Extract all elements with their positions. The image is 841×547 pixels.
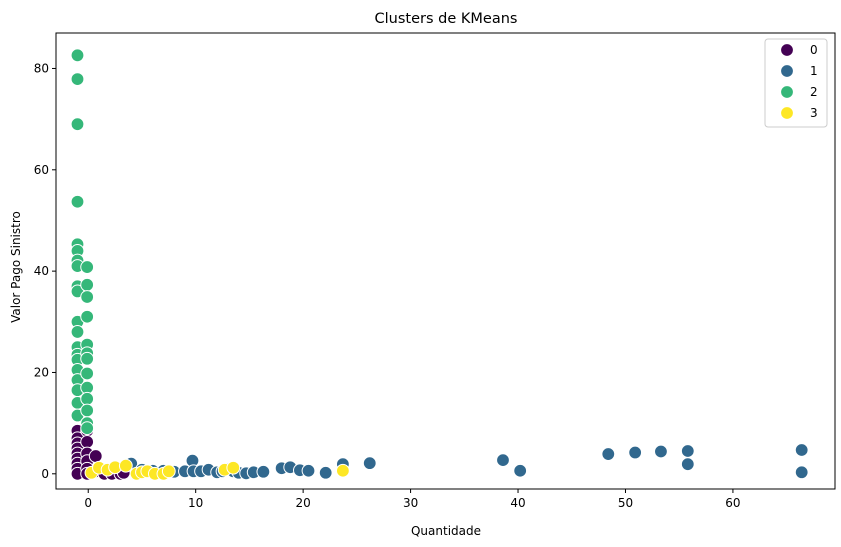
data-point (654, 444, 668, 459)
data-point (80, 277, 95, 292)
data-point (161, 464, 176, 479)
x-tick-label: 40 (510, 496, 525, 510)
data-point (680, 444, 695, 458)
legend-label: 0 (810, 43, 818, 57)
data-point (70, 72, 85, 87)
y-axis-label: Valor Pago Sinistro (9, 211, 23, 323)
y-tick-label: 20 (34, 365, 49, 379)
data-point (226, 460, 241, 475)
x-tick-label: 60 (725, 496, 740, 510)
x-tick-label: 50 (618, 496, 633, 510)
data-point (318, 465, 333, 480)
data-point (80, 260, 95, 274)
legend-marker (780, 85, 794, 99)
data-point (70, 194, 85, 209)
data-point (80, 403, 95, 418)
data-point (80, 421, 95, 436)
data-point (794, 465, 809, 480)
data-point (362, 456, 377, 471)
data-point (70, 325, 85, 339)
legend-marker (780, 106, 794, 120)
y-tick-label: 80 (34, 61, 49, 75)
data-point (680, 457, 695, 472)
series-3 (84, 458, 350, 481)
data-point (301, 463, 316, 478)
data-point (80, 351, 95, 366)
y-tick-label: 60 (34, 163, 49, 177)
data-point (256, 464, 271, 479)
data-point (794, 443, 809, 457)
chart-title: Clusters de KMeans (375, 11, 518, 27)
legend: 0 1 2 3 (764, 38, 828, 128)
x-axis-label: Quantidade (411, 524, 481, 538)
x-tick-label: 0 (84, 496, 92, 510)
x-tick-label: 10 (188, 496, 203, 510)
data-point (80, 309, 95, 324)
legend-label: 3 (810, 106, 818, 120)
legend-marker (780, 43, 794, 57)
legend-box (764, 38, 828, 128)
data-point (80, 366, 95, 381)
data-point (628, 445, 643, 460)
legend-label: 2 (810, 85, 818, 99)
y-tick-label: 40 (34, 264, 49, 278)
data-point (88, 449, 103, 463)
data-point (513, 463, 528, 478)
x-axis: 0 10 20 30 40 50 60 (84, 489, 741, 510)
data-point (80, 391, 95, 406)
data-point (70, 48, 85, 63)
legend-marker (780, 64, 794, 78)
legend-label: 1 (810, 64, 818, 78)
y-axis: 0 20 40 60 80 (34, 61, 56, 481)
plot-area (70, 48, 809, 481)
series-2 (70, 48, 95, 436)
data-point (70, 117, 85, 132)
y-tick-label: 0 (41, 467, 49, 481)
data-point (335, 463, 350, 478)
data-point (118, 458, 133, 473)
data-point (496, 453, 510, 468)
x-tick-label: 30 (403, 496, 418, 510)
x-tick-label: 20 (295, 496, 310, 510)
data-point (601, 447, 616, 461)
plot-frame (55, 32, 836, 490)
data-point (80, 290, 95, 304)
data-point (80, 434, 95, 449)
